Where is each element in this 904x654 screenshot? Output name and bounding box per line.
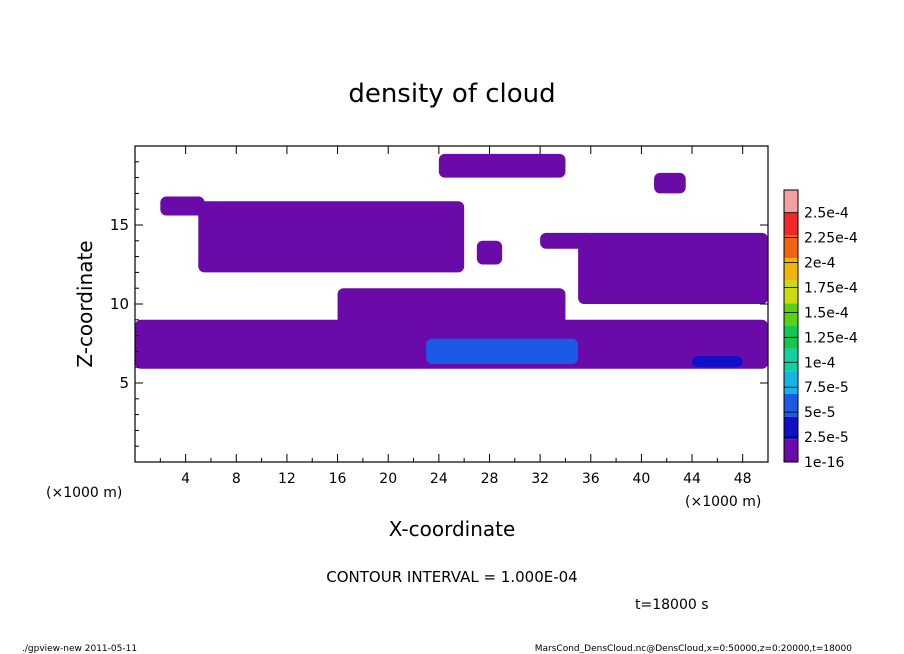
x-unit-label-right: (×1000 m) [685,494,761,510]
x-tick-label: 32 [531,471,549,487]
x-axis-ticks: 4 8 12 16 20 24 28 32 36 40 44 48 [159,146,752,487]
x-tick-label: 12 [278,471,296,487]
colorbar-swatch [784,348,798,372]
colorbar-swatch [784,394,798,417]
x-tick-label: 28 [481,471,499,487]
footer-left: ./gpview-new 2011-05-11 [22,644,137,654]
colorbar-label: 7.5e-5 [804,380,849,396]
colorbar-label: 1e-4 [804,355,836,371]
x-tick-label: 40 [632,471,650,487]
colorbar-label: 1.5e-4 [804,305,849,321]
y-tick-label: 10 [110,295,129,313]
x-tick-label: 24 [430,471,448,487]
x-tick-label: 44 [683,471,701,487]
colorbar-swatch [784,439,798,462]
colorbar-swatch [784,190,798,213]
y-axis-label: Z-coordinate [73,240,97,367]
colorbar-swatch [784,280,798,304]
cloud-field [135,153,768,369]
x-tick-label: 36 [582,471,600,487]
cloud-region [198,201,465,273]
colorbar-label: 1.75e-4 [804,280,858,296]
x-axis-label: X-coordinate [389,517,516,541]
x-tick-label: 48 [734,471,752,487]
contour-interval: CONTOUR INTERVAL = 1.000E-04 [326,568,577,586]
colorbar-swatch [784,258,798,281]
chart-title: density of cloud [348,79,555,109]
colorbar-label: 1.25e-4 [804,330,858,346]
colorbar-label: 2e-4 [804,256,836,272]
colorbar-swatch [784,212,798,236]
cloud-region [160,196,205,216]
x-tick-label: 4 [181,471,190,487]
cloud-region [438,153,566,178]
colorbar-swatch [784,235,798,258]
y-axis-ticks: 5 10 15 [110,161,768,447]
cloud-region [476,240,503,265]
cloud-region [337,288,566,328]
colorbar-label: 2.25e-4 [804,231,858,247]
cloud-region [426,338,579,365]
y-tick-label: 15 [110,216,129,234]
colorbar-swatch [784,303,798,326]
x-tick-label: 20 [379,471,397,487]
footer-right: MarsCond_DensCloud.nc@DensCloud,x=0:5000… [535,644,852,654]
cloud-region [654,172,686,194]
colorbar-swatch [784,371,798,394]
colorbar: 1e-16 2.5e-5 5e-5 7.5e-5 1e-4 1.25e-4 1.5e-4 1.… [783,189,858,471]
colorbar-label: 2.5e-5 [804,430,849,446]
y-tick-label: 5 [119,374,129,392]
colorbar-swatch [784,416,798,440]
colorbar-label: 2.5e-4 [804,206,849,222]
cloud-region [578,232,768,304]
colorbar-label: 5e-5 [804,405,835,421]
cloud-region [692,356,743,368]
time-label: t=18000 s [635,597,709,613]
x-tick-label: 8 [232,471,241,487]
x-unit-label: (×1000 m) [46,485,122,501]
colorbar-label: 1e-16 [804,455,844,471]
x-tick-label: 16 [329,471,347,487]
